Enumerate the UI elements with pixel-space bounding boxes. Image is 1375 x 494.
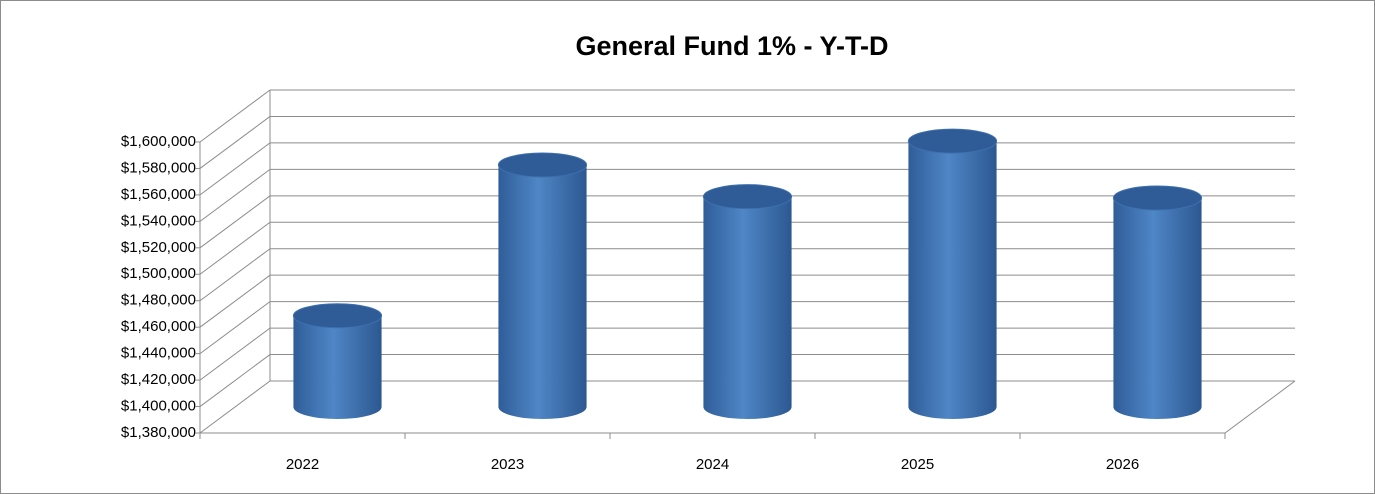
bar bbox=[1113, 198, 1202, 419]
bar bbox=[293, 315, 382, 420]
bar-top bbox=[907, 128, 998, 154]
bar bbox=[498, 164, 587, 420]
grid-side bbox=[199, 274, 271, 328]
floor-right bbox=[1224, 380, 1296, 434]
bar-top bbox=[497, 152, 588, 178]
y-tick-label: $1,440,000 bbox=[121, 345, 196, 362]
grid-side bbox=[199, 301, 271, 355]
grid-side bbox=[199, 195, 271, 249]
y-tick-label: $1,380,000 bbox=[121, 424, 196, 441]
grid-side bbox=[199, 354, 271, 407]
bar bbox=[703, 196, 792, 420]
y-tick-label: $1,520,000 bbox=[121, 239, 196, 256]
y-tick-label: $1,480,000 bbox=[121, 292, 196, 309]
y-tick-label: $1,560,000 bbox=[121, 186, 196, 203]
grid-side bbox=[199, 116, 271, 169]
y-tick-label: $1,500,000 bbox=[121, 265, 196, 282]
grid-side bbox=[199, 221, 271, 275]
y-tick-label: $1,600,000 bbox=[121, 133, 196, 150]
y-tick-label: $1,540,000 bbox=[121, 212, 196, 229]
grid-side bbox=[199, 168, 271, 222]
x-tick-label: 2022 bbox=[286, 456, 319, 473]
bar-top bbox=[702, 184, 793, 210]
y-tick-label: $1,580,000 bbox=[121, 159, 196, 176]
bar-top bbox=[292, 303, 383, 329]
chart-title: General Fund 1% - Y-T-D bbox=[575, 31, 888, 61]
x-tick-label: 2026 bbox=[1106, 456, 1139, 473]
bar-top bbox=[1112, 185, 1203, 211]
grid-side bbox=[199, 248, 271, 302]
x-tick-label: 2024 bbox=[696, 456, 729, 473]
grid-side bbox=[199, 89, 271, 143]
y-tick-label: $1,460,000 bbox=[121, 318, 196, 335]
y-tick-label: $1,420,000 bbox=[121, 371, 196, 388]
x-tick-label: 2025 bbox=[901, 456, 934, 473]
grid-side bbox=[199, 327, 271, 381]
grid-side bbox=[199, 380, 271, 434]
x-tick-label: 2023 bbox=[491, 456, 524, 473]
bar bbox=[908, 141, 997, 420]
grid-side bbox=[199, 142, 271, 196]
y-tick-label: $1,400,000 bbox=[121, 398, 196, 415]
